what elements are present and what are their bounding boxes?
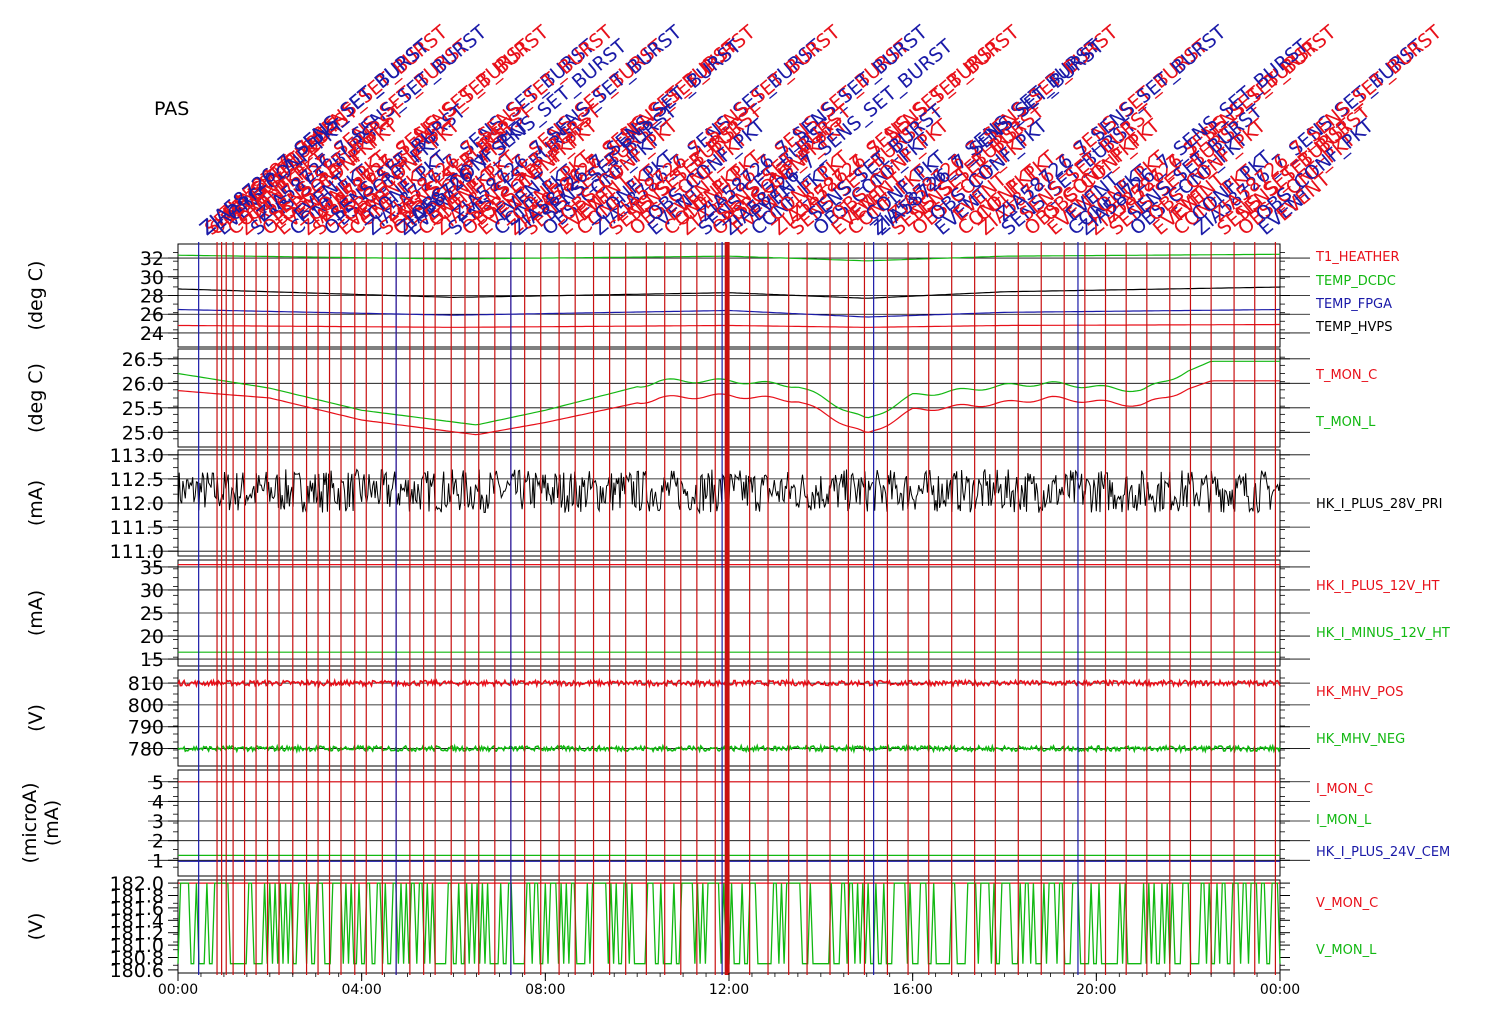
y-tick-label: 112.5 [110, 469, 164, 491]
y-tick-label: 25 [140, 603, 164, 625]
y-tick-label: 113.0 [110, 445, 164, 467]
series-label-TEMP_DCDC: TEMP_DCDC [1315, 274, 1396, 289]
y-tick-label: 112.0 [110, 493, 164, 515]
y-tick-label: 180.6 [110, 960, 164, 982]
series-label-I_MON_L: I_MON_L [1316, 813, 1372, 828]
y-axis-label: (mA) [25, 480, 47, 526]
series-label-HK_I_MINUS_12V_HT: HK_I_MINUS_12V_HT [1316, 626, 1450, 641]
y-tick-label: 180.8 [110, 948, 164, 970]
y-tick-label: 30 [140, 580, 164, 602]
time-axis: 00:00 04:00 08:00 12:00 16:00 20:00 00:00 [158, 973, 1300, 998]
y-tick-label: 15 [140, 649, 164, 671]
y-tick-label: 26.0 [122, 373, 164, 395]
series-label-TEMP_FPGA: TEMP_FPGA [1315, 297, 1392, 312]
y-tick-label: 810 [128, 673, 164, 695]
series-label-TEMP_HVPS: TEMP_HVPS [1315, 320, 1392, 335]
y-tick-label: 3 [152, 811, 164, 833]
y-tick-label: 20 [140, 626, 164, 648]
y-tick-label: 30 [140, 267, 164, 289]
series-label-HK_I_PLUS_28V_PRI: HK_I_PLUS_28V_PRI [1316, 497, 1442, 512]
x-tick-label: 00:00 [158, 982, 198, 998]
y-axis-label-secondary: (mA) [41, 800, 63, 846]
series-label-V_MON_C: V_MON_C [1316, 896, 1378, 911]
y-tick-label: 111.5 [110, 517, 164, 539]
y-tick-label: 780 [128, 739, 164, 761]
y-axis-label: (V) [25, 704, 47, 732]
y-tick-label: 32 [140, 248, 164, 270]
x-tick-label: 12:00 [709, 982, 749, 998]
series-label-T_MON_C: T_MON_C [1315, 368, 1377, 383]
y-tick-label: 181.0 [110, 935, 164, 957]
y-tick-label: 2 [152, 831, 164, 853]
y-tick-label: 24 [140, 323, 164, 345]
series-label-V_MON_L: V_MON_L [1316, 943, 1377, 958]
y-tick-label: 35 [140, 557, 164, 579]
y-axis-label: (microA) [19, 782, 41, 863]
series-label-T1_HEATHER: T1_HEATHER [1315, 250, 1400, 265]
series-label-T_MON_L: T_MON_L [1315, 415, 1376, 430]
x-tick-label: 08:00 [525, 982, 565, 998]
y-tick-label: 25.0 [122, 422, 164, 444]
panel-monitor_temps: 25.025.5 26.026.5 (deg C) T_MON_C T_MON_L [25, 348, 1377, 448]
y-tick-label: 5 [152, 772, 164, 794]
x-tick-label: 04:00 [341, 982, 381, 998]
y-axis-label: (deg C) [25, 363, 47, 433]
y-tick-label: 25.5 [122, 398, 164, 420]
x-tick-label: 16:00 [892, 982, 932, 998]
y-tick-label: 181.8 [110, 886, 164, 908]
y-tick-label: 26 [140, 304, 164, 326]
panel-voltage_monitor: 180.6180.8181.0181.2181.4181.6181.8182.0… [25, 873, 1378, 982]
y-axis-label: (mA) [25, 590, 47, 636]
series-label-HK_MHV_NEG: HK_MHV_NEG [1316, 732, 1405, 747]
y-tick-label: 800 [128, 695, 164, 717]
series-label-I_MON_C: I_MON_C [1316, 782, 1373, 797]
x-tick-label: 20:00 [1076, 982, 1116, 998]
y-tick-label: 26.5 [122, 349, 164, 371]
y-tick-label: 28 [140, 286, 164, 308]
y-tick-label: 182.0 [110, 873, 164, 895]
instrument-title: PAS [154, 98, 190, 120]
y-tick-label: 181.6 [110, 898, 164, 920]
series-label-HK_MHV_POS: HK_MHV_POS [1316, 685, 1404, 700]
y-tick-label: 181.4 [110, 910, 164, 932]
y-tick-label: 4 [152, 791, 164, 813]
event-label-layer: ZIA58726_7_SENS_SET_BURSTZIA58726_7_SENS… [196, 21, 1447, 240]
x-tick-label: 00:00 [1260, 982, 1300, 998]
series-label-HK_I_PLUS_24V_CEM: HK_I_PLUS_24V_CEM [1316, 845, 1450, 860]
y-axis-label: (V) [25, 913, 47, 941]
y-axis-label: (deg C) [25, 261, 47, 331]
y-tick-label: 790 [128, 717, 164, 739]
y-tick-label: 1 [152, 850, 164, 872]
event-marker-layer [198, 242, 1277, 975]
y-tick-label: 111.0 [110, 541, 164, 563]
series-label-HK_I_PLUS_12V_HT: HK_I_PLUS_12V_HT [1316, 579, 1440, 594]
y-tick-label: 181.2 [110, 923, 164, 945]
